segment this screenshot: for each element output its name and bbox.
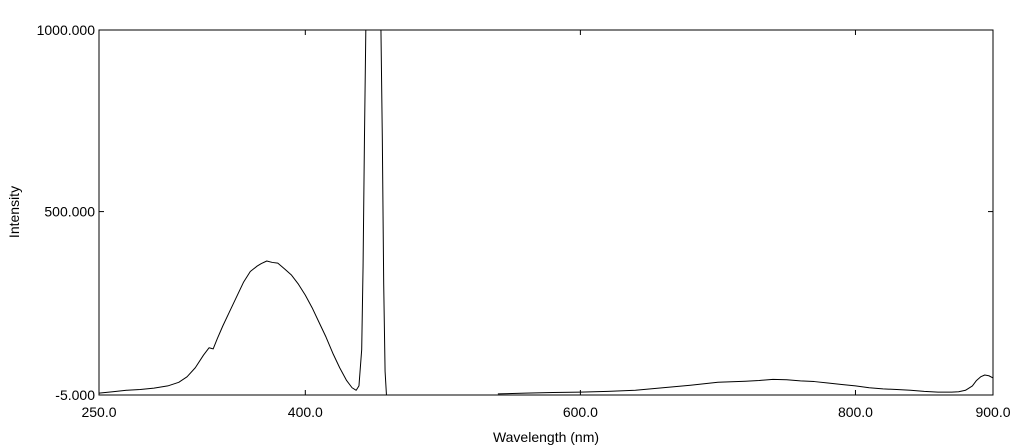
y-tick-label: 1000.000 [37,22,96,38]
x-tick-label: 600.0 [563,404,598,420]
x-tick-label: 800.0 [838,404,873,420]
axis-tick-labels: 250.0 400.0 600.0 800.0 900.0 -5.000 500.000 10… [37,22,1011,420]
spectrum-line-segment [98,29,387,396]
x-axis-title: Wavelength (nm) [493,429,599,445]
x-tick-label: 250.0 [81,404,116,420]
y-axis-title: Intensity [6,186,22,238]
series-layer [98,29,994,396]
x-tick-label: 900.0 [975,404,1010,420]
x-tick-label: 400.0 [288,404,323,420]
y-tick-label: -5.000 [55,387,95,403]
spectrum-line-segment [497,374,994,395]
plot-area [98,29,994,396]
y-tick-label: 500.000 [44,204,95,220]
